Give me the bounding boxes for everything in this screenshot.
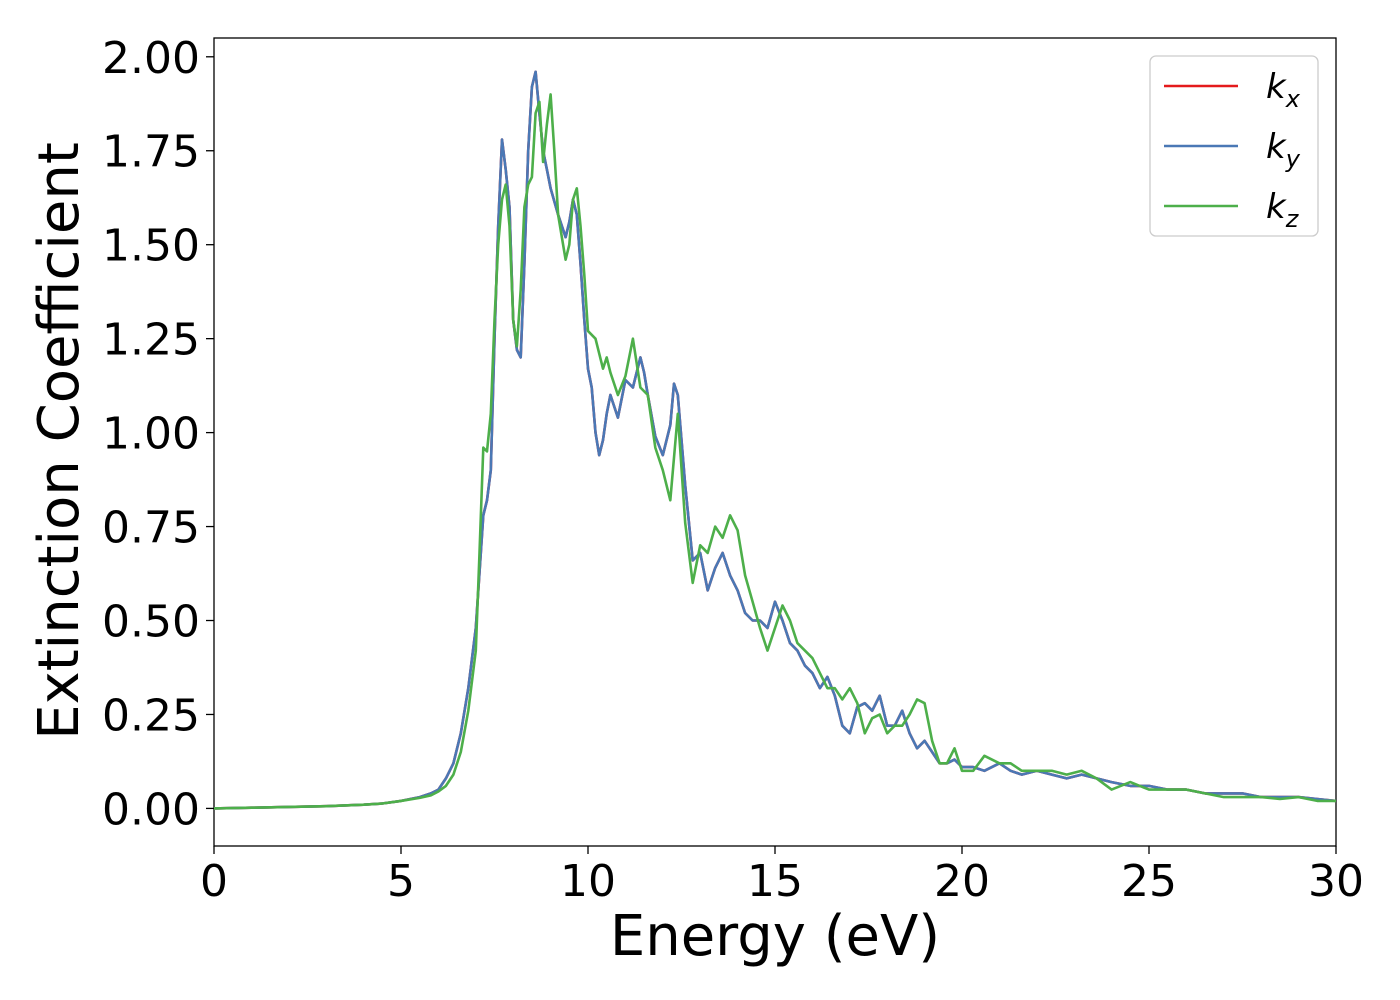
x-tick-label: 25 [1121, 856, 1177, 907]
y-axis-label: Extinction Coefficient [27, 142, 92, 740]
x-axis: 0 5 10 15 20 25 30 [200, 846, 1364, 907]
x-tick-label: 20 [934, 856, 990, 907]
y-tick-label: 0.50 [102, 597, 200, 648]
y-tick-label: 2.00 [102, 33, 200, 84]
y-axis: 0.00 0.25 0.50 0.75 1.00 1.25 1.50 1.75 2.00 [102, 33, 214, 835]
y-tick-label: 1.00 [102, 409, 200, 460]
y-tick-label: 0.25 [102, 690, 200, 741]
legend: kx ky kz [1149, 55, 1319, 237]
x-tick-label: 10 [560, 856, 616, 907]
y-tick-label: 1.75 [102, 127, 200, 178]
y-tick-label: 0.75 [102, 503, 200, 554]
x-tick-label: 0 [200, 856, 228, 907]
legend-label-kx: kx [1266, 67, 1301, 113]
y-tick-label: 1.25 [102, 315, 200, 366]
y-tick-label: 0.00 [102, 784, 200, 835]
x-tick-label: 5 [387, 856, 415, 907]
legend-label-ky: ky [1266, 127, 1301, 173]
x-tick-label: 15 [747, 856, 803, 907]
series-line-kz [214, 93, 1336, 810]
legend-label-kz: kz [1266, 187, 1300, 233]
x-tick-label: 30 [1308, 856, 1364, 907]
series-group [214, 70, 1336, 810]
x-axis-label: Energy (eV) [610, 904, 940, 969]
y-tick-label: 1.50 [102, 221, 200, 272]
